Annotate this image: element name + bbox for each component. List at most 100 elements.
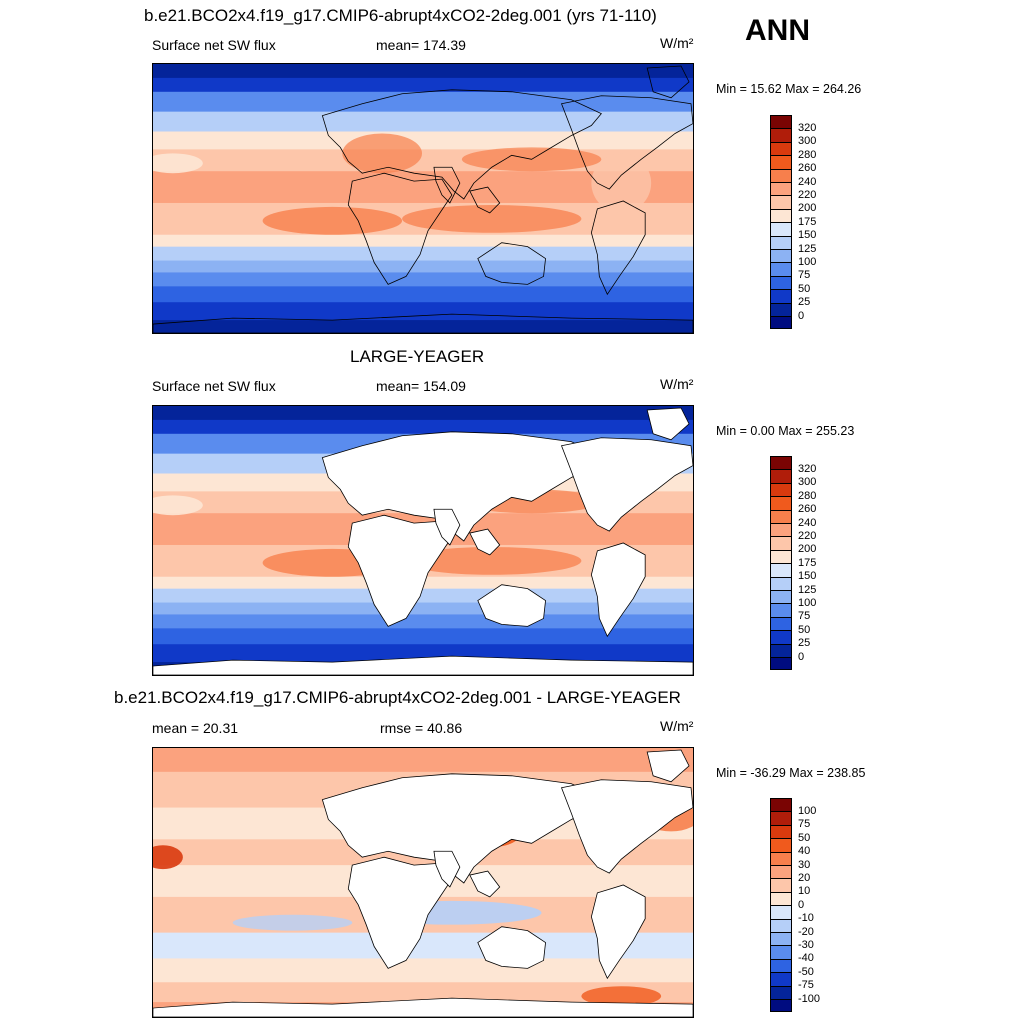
colorbar-swatch: [770, 289, 792, 303]
panel-2-mean-label: mean= 154.09: [376, 378, 466, 394]
panel-2-map: [152, 405, 694, 676]
panel-1-mean-label: mean= 174.39: [376, 37, 466, 53]
colorbar-tick-label: -75: [798, 979, 814, 992]
panel-3-map: [152, 747, 694, 1018]
colorbar-swatch: [770, 616, 792, 631]
colorbar-swatch: [770, 155, 792, 169]
colorbar-tick-label: 260: [798, 162, 817, 175]
panel-2-units-label: W/m²: [660, 376, 694, 392]
panel-3-units-label: W/m²: [660, 718, 694, 734]
panel-2-variable-label: Surface net SW flux: [152, 378, 276, 394]
colorbar-swatch: [770, 482, 792, 497]
colorbar-swatch: [770, 275, 792, 290]
colorbar-tick-label: 220: [798, 529, 817, 542]
colorbar-tick-label: 100: [798, 255, 817, 268]
colorbar-tick-label: 75: [798, 818, 811, 831]
colorbar-tick-label: 25: [798, 637, 811, 650]
colorbar-tick-label: 75: [798, 269, 811, 282]
colorbar-swatch: [770, 168, 792, 182]
colorbar-tick-label: 100: [798, 804, 817, 817]
colorbar-swatch: [770, 316, 792, 330]
colorbar-tick-label: 75: [798, 610, 811, 623]
colorbar-frame: [770, 456, 792, 671]
colorbar-swatch: [770, 891, 792, 906]
colorbar-tick-label: 150: [798, 229, 817, 242]
colorbar-swatch: [770, 905, 792, 919]
colorbar-tick-label: 260: [798, 503, 817, 516]
colorbar-swatch: [770, 945, 792, 959]
colorbar-tick-label: 50: [798, 623, 811, 636]
colorbar-tick-label: 0: [798, 309, 805, 322]
season-label: ANN: [745, 14, 810, 47]
colorbar-tick-label: 20: [798, 871, 811, 884]
colorbar-tick-label: 300: [798, 476, 817, 489]
colorbar-swatch: [770, 838, 792, 852]
colorbar-swatch: [770, 643, 792, 657]
colorbar-swatch: [770, 590, 792, 604]
colorbar-tick-label: 125: [798, 583, 817, 596]
colorbar-tick-label: 30: [798, 858, 811, 871]
panel-1-map: [152, 63, 694, 334]
colorbar-tick-label: 25: [798, 296, 811, 309]
colorbar-swatch: [770, 249, 792, 263]
colorbar-swatch: [770, 603, 792, 617]
colorbar-tick-label: -20: [798, 925, 814, 938]
colorbar-tick-label: 100: [798, 596, 817, 609]
panel-3-minmax: Min = -36.29 Max = 238.85: [716, 766, 866, 780]
colorbar-swatch: [770, 576, 792, 590]
colorbar-swatch: [770, 878, 792, 892]
colorbar-tick-label: -10: [798, 912, 814, 925]
colorbar-tick-label: 240: [798, 516, 817, 529]
colorbar-swatch: [770, 811, 792, 825]
colorbar-swatch: [770, 999, 792, 1013]
colorbar-swatch: [770, 208, 792, 223]
colorbar-tick-label: 0: [798, 650, 805, 663]
panel-3-rmse-label: rmse = 40.86: [380, 720, 463, 736]
panel-1-minmax: Min = 15.62 Max = 264.26: [716, 82, 862, 96]
panel-1-title: b.e21.BCO2x4.f19_g17.CMIP6-abrupt4xCO2-2…: [144, 6, 657, 25]
panel-1-variable-label: Surface net SW flux: [152, 37, 276, 53]
colorbar-swatch: [770, 509, 792, 523]
colorbar-swatch: [770, 141, 792, 156]
panel-1-units-label: W/m²: [660, 35, 694, 51]
colorbar-tick-label: 10: [798, 885, 811, 898]
colorbar-swatch: [770, 985, 792, 999]
colorbar-swatch: [770, 222, 792, 236]
colorbar-frame: [770, 115, 792, 330]
colorbar-swatch: [770, 536, 792, 550]
colorbar-tick-label: 280: [798, 489, 817, 502]
colorbar-tick-label: 200: [798, 202, 817, 215]
colorbar-swatch: [770, 657, 792, 671]
colorbar-swatch: [770, 182, 792, 196]
colorbar-tick-label: 0: [798, 898, 805, 911]
colorbar-swatch: [770, 824, 792, 839]
colorbar-swatch: [770, 972, 792, 986]
colorbar-swatch: [770, 918, 792, 932]
colorbar-swatch: [770, 302, 792, 316]
colorbar-tick-label: 50: [798, 282, 811, 295]
colorbar-tick-label: 300: [798, 135, 817, 148]
colorbar-swatch: [770, 496, 792, 510]
colorbar-swatch: [770, 865, 792, 879]
colorbar-tick-label: -50: [798, 965, 814, 978]
panel-2-minmax: Min = 0.00 Max = 255.23: [716, 424, 855, 438]
colorbar-tick-label: 320: [798, 121, 817, 134]
colorbar-tick-label: 320: [798, 462, 817, 475]
panel-3-title: b.e21.BCO2x4.f19_g17.CMIP6-abrupt4xCO2-2…: [114, 688, 681, 707]
colorbar-tick-label: 175: [798, 556, 817, 569]
colorbar-swatch: [770, 932, 792, 946]
colorbar-tick-label: 240: [798, 175, 817, 188]
colorbar-tick-label: -40: [798, 952, 814, 965]
colorbar-swatch: [770, 630, 792, 644]
colorbar-swatch: [770, 262, 792, 276]
colorbar-tick-label: -100: [798, 992, 821, 1005]
colorbar-swatch: [770, 958, 792, 973]
colorbar-swatch: [770, 469, 792, 483]
colorbar-frame: [770, 798, 792, 1013]
colorbar-tick-label: 200: [798, 543, 817, 556]
colorbar-swatch: [770, 523, 792, 537]
colorbar-swatch: [770, 549, 792, 564]
colorbar-tick-label: 125: [798, 242, 817, 255]
colorbar-swatch: [770, 195, 792, 209]
colorbar-tick-label: 40: [798, 845, 811, 858]
